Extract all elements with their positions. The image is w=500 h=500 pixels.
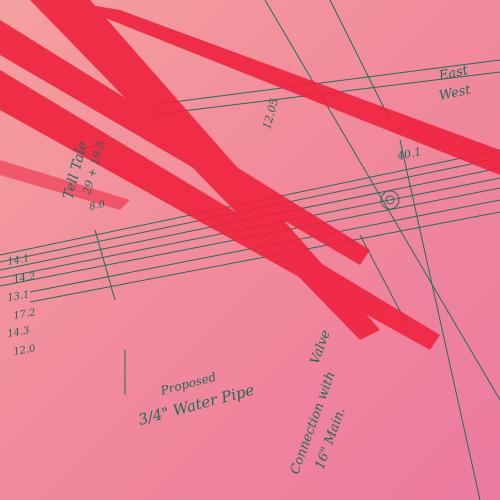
label: East [437,63,470,84]
label: 40.1 [395,145,423,163]
level-label: 14.1 [7,253,31,268]
level-label: 17.2 [13,307,37,322]
label: West [438,82,473,103]
streaks [0,0,500,350]
label: 8.0 [88,199,106,213]
level-label: 14.2 [13,271,37,286]
level-label: 12.0 [13,343,37,358]
level-label: 14.3 [7,325,31,340]
level-label: 13.1 [7,289,31,304]
valve-symbol [380,190,400,210]
level-labels: 14.1 14.2 13.1 17.2 14.3 12.0 [7,253,37,358]
